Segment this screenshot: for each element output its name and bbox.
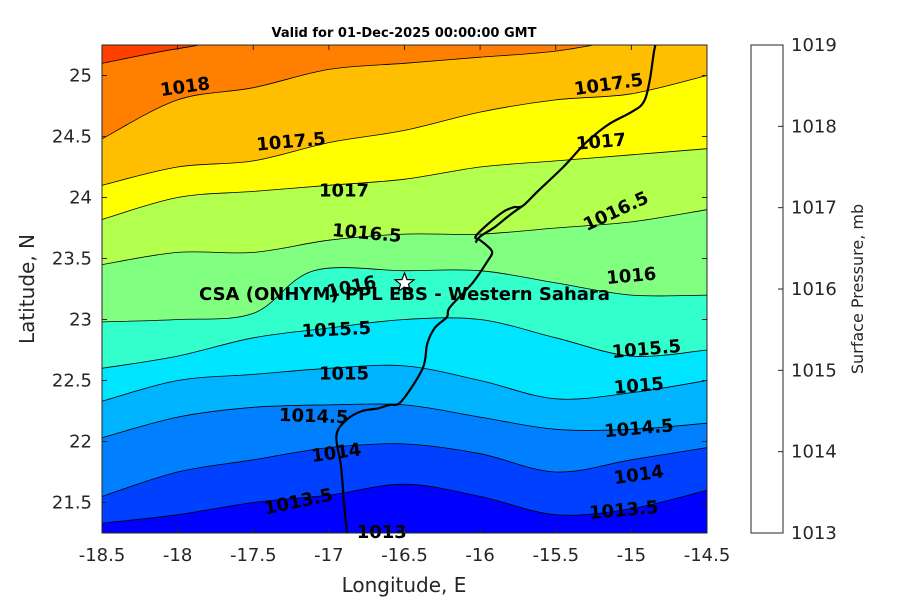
x-tick-label: -16 xyxy=(465,545,494,566)
colorbar-tick-label: 1017 xyxy=(791,198,837,219)
station-layer: CSA (ONHYM) PPL EBS - Western Sahara xyxy=(199,271,610,305)
x-tick-label: -15 xyxy=(617,545,646,566)
colorbar-tick-label: 1016 xyxy=(791,279,837,300)
colorbar-tick-label: 1013 xyxy=(791,523,837,544)
colorbar-tick-label: 1019 xyxy=(791,35,837,56)
contour-line-1018 xyxy=(102,45,596,140)
y-tick-label: 21.5 xyxy=(52,493,92,514)
x-tick-label: -18 xyxy=(163,545,192,566)
y-tick-label: 22.5 xyxy=(52,371,92,392)
x-tick-label: -14.5 xyxy=(684,545,731,566)
y-tick-label: 23 xyxy=(69,310,92,331)
contour-line-1015.5 xyxy=(102,317,707,369)
contour-label-1016: 1016 xyxy=(605,264,657,289)
x-tick-label: -17.5 xyxy=(230,545,277,566)
fill-band-1018.5 xyxy=(102,45,200,64)
contour-line-1014 xyxy=(102,443,707,497)
y-tick-label: 25 xyxy=(69,66,92,87)
contour-label-1015: 1015 xyxy=(319,363,369,384)
x-tick-label: -16.5 xyxy=(381,545,428,566)
contour-line-1018.5 xyxy=(102,45,202,64)
station-label: CSA (ONHYM) PPL EBS - Western Sahara xyxy=(199,284,610,305)
x-tick-label: -17 xyxy=(314,545,343,566)
y-tick-label: 22 xyxy=(69,432,92,453)
contour-label-1015: 1015 xyxy=(613,373,665,398)
contour-line-1017.5 xyxy=(102,75,707,186)
x-axis-label: Longitude, E xyxy=(342,573,467,597)
fill-band-1018 xyxy=(102,45,594,139)
coastline-peninsula xyxy=(474,205,524,244)
colorbar-tick-label: 1018 xyxy=(791,116,837,137)
contour-line-1016.5 xyxy=(102,209,707,265)
contour-line-1014.5 xyxy=(102,403,707,439)
coastline-layer xyxy=(335,45,657,533)
contour-line-1013.5 xyxy=(102,483,707,524)
y-axis-label: Latitude, N xyxy=(15,234,39,344)
y-axis: 21.5 22 22.5 23 23.5 24 24.5 25 xyxy=(52,66,707,514)
contour-line-1017 xyxy=(102,148,707,220)
contour-fill-layer xyxy=(102,45,707,533)
colorbar-tick-label: 1015 xyxy=(791,360,837,381)
contour-label-1017: 1017 xyxy=(319,180,369,201)
contour-line-1016 xyxy=(102,267,707,323)
colorbar: 1013 1014 1015 1016 1017 1018 1019 xyxy=(750,35,837,544)
y-tick-label: 24.5 xyxy=(52,127,92,148)
contour-label-1017: 1017 xyxy=(575,129,627,154)
colorbar-label: Surface Pressure, mb xyxy=(848,204,867,374)
x-tick-label: -18.5 xyxy=(79,545,126,566)
x-tick-label: -15.5 xyxy=(532,545,579,566)
contour-line-1015 xyxy=(102,364,707,402)
y-tick-label: 24 xyxy=(69,188,92,209)
contour-line-layer xyxy=(102,45,707,524)
contour-label-1014.5: 1014.5 xyxy=(279,405,349,428)
station-star-icon xyxy=(393,271,416,293)
colorbar-tick-label: 1014 xyxy=(791,442,837,463)
y-tick-label: 23.5 xyxy=(52,249,92,270)
contour-label-1015.5: 1015.5 xyxy=(301,318,371,343)
x-axis: -18.5 -18 -17.5 -17 -16.5 -16 -15.5 -15 -14.5 xyxy=(79,45,731,566)
chart-title: Valid for 01-Dec-2025 00:00:00 GMT xyxy=(272,26,537,41)
coastline xyxy=(335,45,657,533)
